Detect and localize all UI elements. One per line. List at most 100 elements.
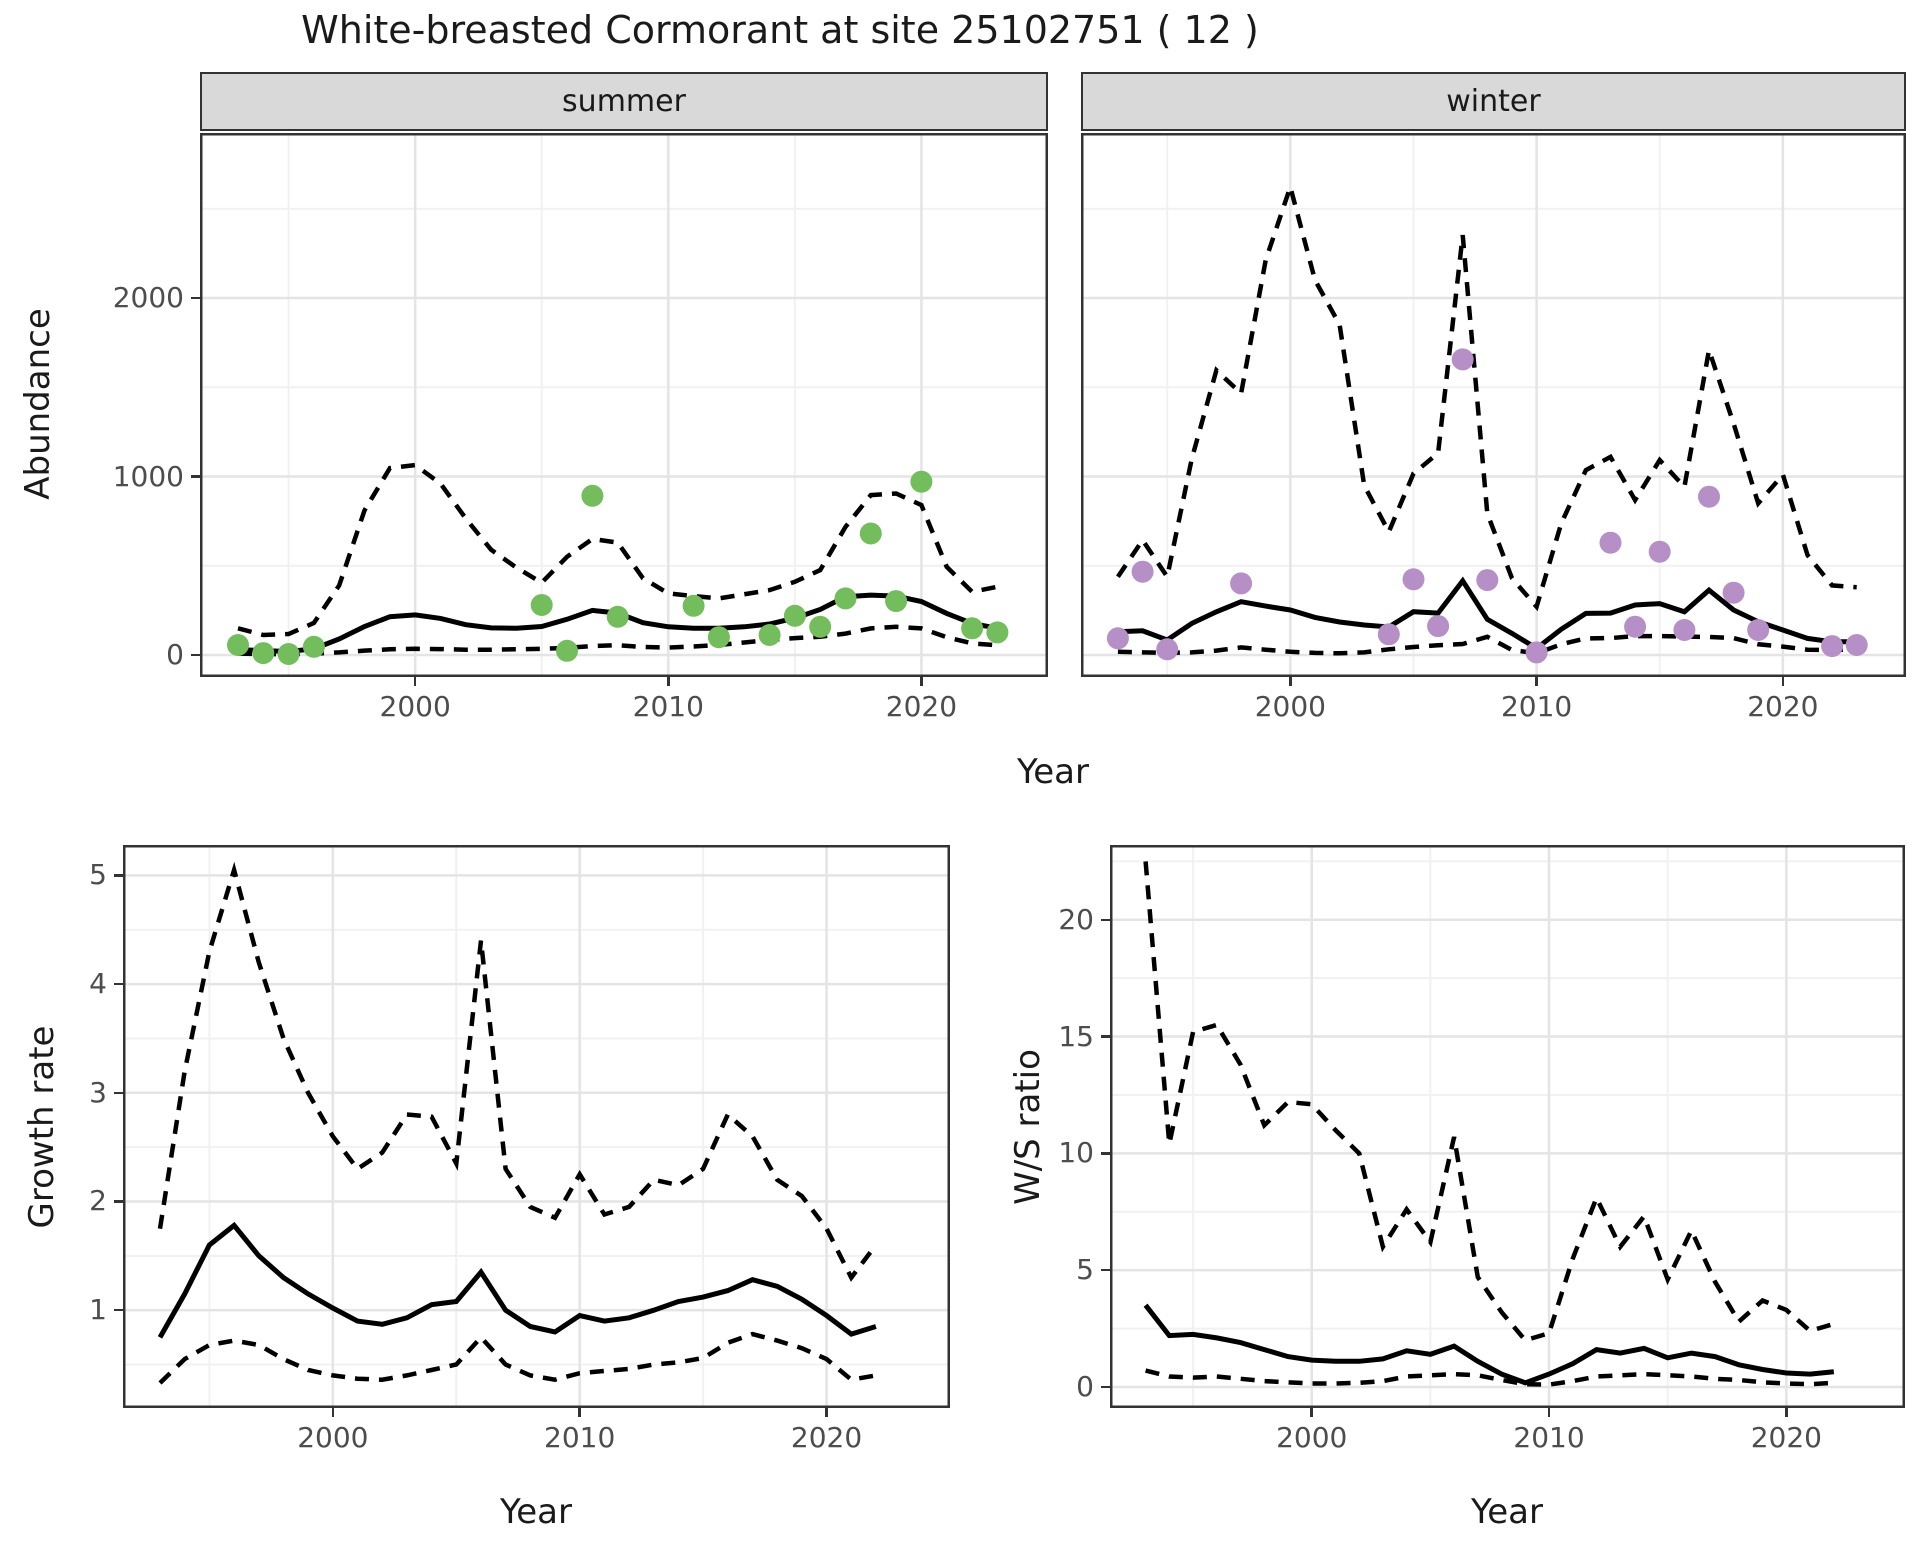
- upper_ci-line: [1143, 861, 1835, 1343]
- upper_ci-line: [237, 462, 998, 638]
- facet-strip-summer: summer: [200, 72, 1048, 131]
- x-tick-label: 2020: [1747, 690, 1819, 723]
- observation-point: [1476, 569, 1499, 592]
- x-tick-label: 2020: [1750, 1421, 1822, 1454]
- x-tick-label: 2010: [632, 690, 704, 723]
- observation-point: [809, 615, 832, 638]
- observation-point: [1402, 568, 1425, 591]
- panel-border: [200, 133, 1048, 677]
- observation-point: [1673, 619, 1696, 641]
- panel-border: [1081, 133, 1906, 677]
- observation-point: [1451, 348, 1474, 371]
- x-tick-label: 2020: [790, 1421, 863, 1454]
- y-tick-label: 4: [89, 967, 107, 1001]
- page-title: White-breasted Cormorant at site 2510275…: [301, 8, 1259, 52]
- x-tick-label: 2020: [885, 690, 958, 723]
- x-tick-mark: [331, 1408, 335, 1417]
- x-tick-mark: [413, 677, 417, 686]
- observation-point: [1525, 641, 1548, 664]
- abundance-summer-plot: [200, 133, 1048, 677]
- x-tick-label: 2010: [544, 1421, 616, 1454]
- y-tick-mark: [1101, 1268, 1110, 1272]
- observation-point: [1722, 581, 1745, 604]
- growth-rate-plot: [123, 845, 950, 1408]
- y-axis-title-growth-rate: Growth rate: [22, 1025, 62, 1229]
- median-line: [1117, 576, 1857, 652]
- y-tick-mark: [1101, 1385, 1110, 1389]
- median-line: [157, 1221, 877, 1339]
- y-tick-label: 1000: [112, 459, 184, 493]
- y-axis-title-abundance: Abundance: [18, 308, 58, 500]
- x-tick-mark: [1289, 677, 1292, 686]
- observation-point: [581, 484, 604, 507]
- y-tick-mark: [1101, 1152, 1110, 1155]
- observation-point: [1648, 540, 1671, 563]
- x-tick-mark: [667, 677, 670, 686]
- x-tick-mark: [1785, 1408, 1788, 1417]
- lower_ci-line: [1145, 1368, 1834, 1387]
- observation-point: [682, 594, 705, 617]
- observation-point: [834, 587, 857, 610]
- observation-point: [277, 643, 300, 665]
- y-tick-label: 15: [1058, 1019, 1094, 1053]
- y-tick-mark: [114, 1308, 123, 1312]
- y-tick-mark: [114, 1200, 123, 1203]
- y-tick-label: 10: [1058, 1136, 1094, 1170]
- y-tick-mark: [114, 874, 123, 877]
- x-tick-label: 2000: [379, 690, 451, 723]
- observation-point: [252, 642, 275, 665]
- facet-strip-summer-label: summer: [562, 84, 686, 119]
- x-axis-title-year-bottom-right: Year: [1471, 1492, 1543, 1532]
- y-tick-mark: [191, 475, 200, 478]
- x-axis-title-year-top: Year: [1017, 752, 1089, 792]
- x-tick-mark: [1310, 1408, 1313, 1417]
- panel-border: [123, 845, 950, 1408]
- x-tick-label: 2000: [1254, 690, 1326, 723]
- y-tick-mark: [191, 296, 200, 300]
- observation-point: [986, 621, 1009, 644]
- x-tick-mark: [920, 677, 923, 686]
- x-tick-mark: [1781, 677, 1785, 686]
- observation-point: [707, 626, 730, 649]
- observation-point: [1698, 485, 1720, 508]
- y-tick-mark: [1101, 918, 1110, 921]
- y-tick-mark: [114, 1091, 123, 1095]
- observation-point: [1599, 531, 1622, 554]
- x-tick-label: 2000: [1276, 1421, 1348, 1454]
- observation-point: [227, 634, 249, 656]
- y-tick-label: 1: [89, 1293, 107, 1327]
- upper_ci-line: [157, 861, 878, 1282]
- y-tick-label: 5: [1076, 1253, 1094, 1287]
- y-tick-label: 3: [89, 1075, 107, 1109]
- panel-background: [200, 133, 1048, 677]
- panel-background: [123, 845, 950, 1408]
- observation-point: [885, 590, 908, 613]
- lower_ci-line: [1117, 633, 1857, 656]
- y-tick-label: 0: [166, 638, 184, 672]
- y-tick-mark: [114, 982, 123, 986]
- observation-point: [910, 470, 933, 493]
- observation-point: [1845, 634, 1868, 656]
- x-tick-mark: [825, 1408, 828, 1417]
- observation-point: [859, 522, 882, 545]
- facet-strip-winter-label: winter: [1446, 84, 1541, 119]
- panel-background: [1110, 845, 1905, 1408]
- observation-point: [1230, 572, 1253, 595]
- y-tick-label: 20: [1058, 902, 1094, 936]
- observation-point: [1747, 619, 1770, 641]
- observation-point: [606, 605, 629, 628]
- observation-point: [1427, 615, 1450, 638]
- observation-point: [1377, 623, 1400, 646]
- x-tick-label: 2000: [297, 1421, 369, 1454]
- lower_ci-line: [237, 624, 998, 657]
- observation-point: [302, 635, 325, 658]
- panel-border: [1110, 845, 1905, 1408]
- facet-strip-winter: winter: [1081, 72, 1906, 131]
- y-tick-label: 5: [89, 858, 107, 892]
- y-tick-mark: [191, 653, 200, 657]
- y-tick-label: 2: [89, 1184, 107, 1218]
- observation-point: [1156, 638, 1179, 661]
- abundance-winter-plot: [1081, 133, 1906, 677]
- x-axis-title-year-bottom-left: Year: [500, 1492, 572, 1532]
